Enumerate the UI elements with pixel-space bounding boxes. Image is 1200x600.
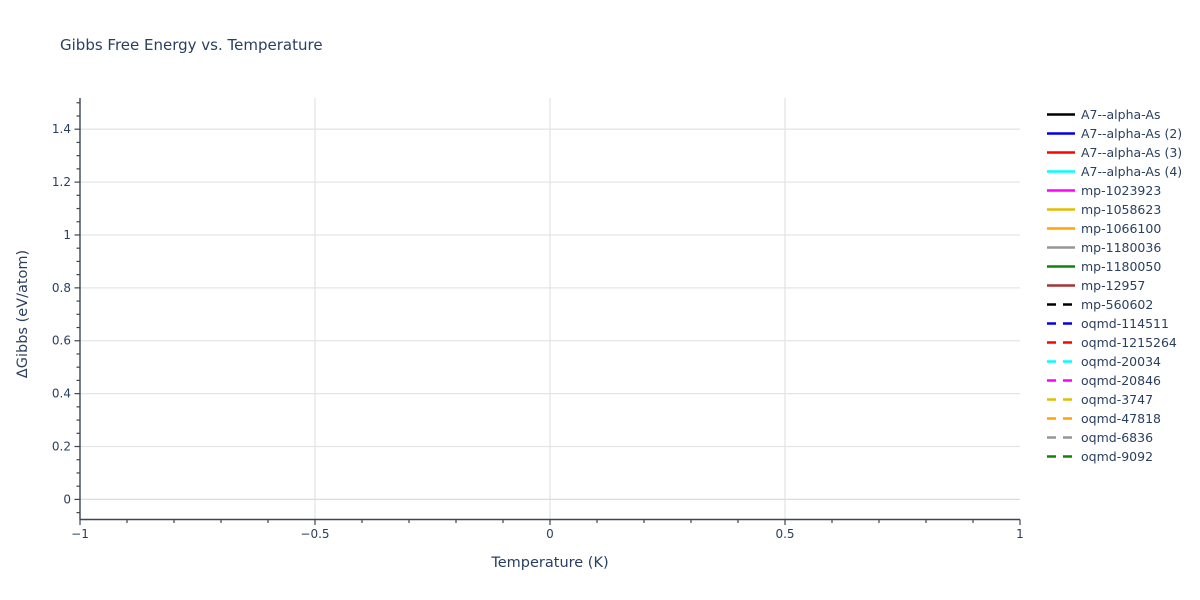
legend-item[interactable]: oqmd-6836 xyxy=(1047,428,1182,447)
legend-item[interactable]: A7--alpha-As (2) xyxy=(1047,124,1182,143)
legend-line-sample xyxy=(1047,360,1075,363)
legend-item[interactable]: mp-1023923 xyxy=(1047,181,1182,200)
legend-line-sample xyxy=(1047,417,1075,420)
legend-item-label: mp-1066100 xyxy=(1081,221,1162,236)
legend-line-sample xyxy=(1047,436,1075,439)
legend-item[interactable]: oqmd-47818 xyxy=(1047,409,1182,428)
legend-item[interactable]: mp-12957 xyxy=(1047,276,1182,295)
legend-line-sample xyxy=(1047,341,1075,344)
x-tick-label: 1 xyxy=(1016,527,1024,541)
y-axis-title: ΔGibbs (eV/atom) xyxy=(15,249,31,379)
x-tick-label: −0.5 xyxy=(300,527,329,541)
gridlines xyxy=(80,98,1020,520)
legend-item-label: mp-1180036 xyxy=(1081,240,1162,255)
x-tick-label: 0.5 xyxy=(775,527,794,541)
legend-item-label: mp-1058623 xyxy=(1081,202,1162,217)
legend-line-sample xyxy=(1047,303,1075,306)
legend-item[interactable]: mp-560602 xyxy=(1047,295,1182,314)
legend-line-sample xyxy=(1047,322,1075,325)
legend-line-sample xyxy=(1047,398,1075,401)
y-tick-label: 0.8 xyxy=(52,281,71,295)
legend-item[interactable]: mp-1066100 xyxy=(1047,219,1182,238)
legend-item-label: mp-1023923 xyxy=(1081,183,1162,198)
legend-item-label: oqmd-20034 xyxy=(1081,354,1161,369)
y-tick-label: 0.4 xyxy=(52,387,71,401)
legend-line-sample xyxy=(1047,379,1075,382)
legend-item[interactable]: oqmd-20034 xyxy=(1047,352,1182,371)
legend-item[interactable]: A7--alpha-As (3) xyxy=(1047,143,1182,162)
legend-item[interactable]: oqmd-3747 xyxy=(1047,390,1182,409)
legend-line-sample xyxy=(1047,227,1075,230)
legend-item-label: oqmd-114511 xyxy=(1081,316,1169,331)
legend-item[interactable]: oqmd-114511 xyxy=(1047,314,1182,333)
y-tick-label: 0.2 xyxy=(52,440,71,454)
legend-item[interactable]: mp-1180050 xyxy=(1047,257,1182,276)
legend-item-label: A7--alpha-As xyxy=(1081,107,1161,122)
legend-line-sample xyxy=(1047,284,1075,287)
x-axis-title: Temperature (K) xyxy=(491,555,609,571)
chart-title: Gibbs Free Energy vs. Temperature xyxy=(60,36,323,54)
legend-item-label: A7--alpha-As (4) xyxy=(1081,164,1183,179)
legend-item-label: A7--alpha-As (2) xyxy=(1081,126,1183,141)
tick-labels: −1 −0.5 0 0.5 1 0 0.2 0.4 0.6 0.8 1 1.2 1.4 xyxy=(52,122,1024,541)
legend-item-label: oqmd-1215264 xyxy=(1081,335,1177,350)
legend-item-label: mp-1180050 xyxy=(1081,259,1162,274)
legend-line-sample xyxy=(1047,246,1075,249)
legend-line-sample xyxy=(1047,455,1075,458)
legend-item-label: mp-560602 xyxy=(1081,297,1154,312)
legend-item-label: oqmd-20846 xyxy=(1081,373,1161,388)
y-tick-label: 1.2 xyxy=(52,175,71,189)
y-tick-label: 1 xyxy=(63,228,71,242)
legend-item[interactable]: A7--alpha-As xyxy=(1047,105,1182,124)
legend-line-sample xyxy=(1047,132,1075,135)
legend-line-sample xyxy=(1047,151,1075,154)
legend-item-label: oqmd-47818 xyxy=(1081,411,1161,426)
legend-item[interactable]: A7--alpha-As (4) xyxy=(1047,162,1182,181)
plot-area[interactable] xyxy=(80,98,1020,520)
legend-line-sample xyxy=(1047,113,1075,116)
legend-line-sample xyxy=(1047,265,1075,268)
legend-item-label: oqmd-9092 xyxy=(1081,449,1154,464)
y-tick-label: 0.6 xyxy=(52,334,71,348)
y-tick-label: 0 xyxy=(63,492,71,506)
legend-line-sample xyxy=(1047,189,1075,192)
legend-item[interactable]: oqmd-20846 xyxy=(1047,371,1182,390)
legend-item-label: A7--alpha-As (3) xyxy=(1081,145,1183,160)
y-tick-label: 1.4 xyxy=(52,122,71,136)
legend-item[interactable]: oqmd-9092 xyxy=(1047,447,1182,466)
legend-item-label: mp-12957 xyxy=(1081,278,1146,293)
x-tick-label: 0 xyxy=(546,527,554,541)
legend-item[interactable]: mp-1058623 xyxy=(1047,200,1182,219)
legend-item-label: oqmd-3747 xyxy=(1081,392,1154,407)
legend-item[interactable]: mp-1180036 xyxy=(1047,238,1182,257)
x-tick-label: −1 xyxy=(71,527,89,541)
legend-item[interactable]: oqmd-1215264 xyxy=(1047,333,1182,352)
axis-ticks xyxy=(74,102,1021,525)
legend-line-sample xyxy=(1047,170,1075,173)
legend: A7--alpha-As A7--alpha-As (2) A7--alpha-As… xyxy=(1047,105,1182,466)
legend-item-label: oqmd-6836 xyxy=(1081,430,1154,445)
legend-line-sample xyxy=(1047,208,1075,211)
